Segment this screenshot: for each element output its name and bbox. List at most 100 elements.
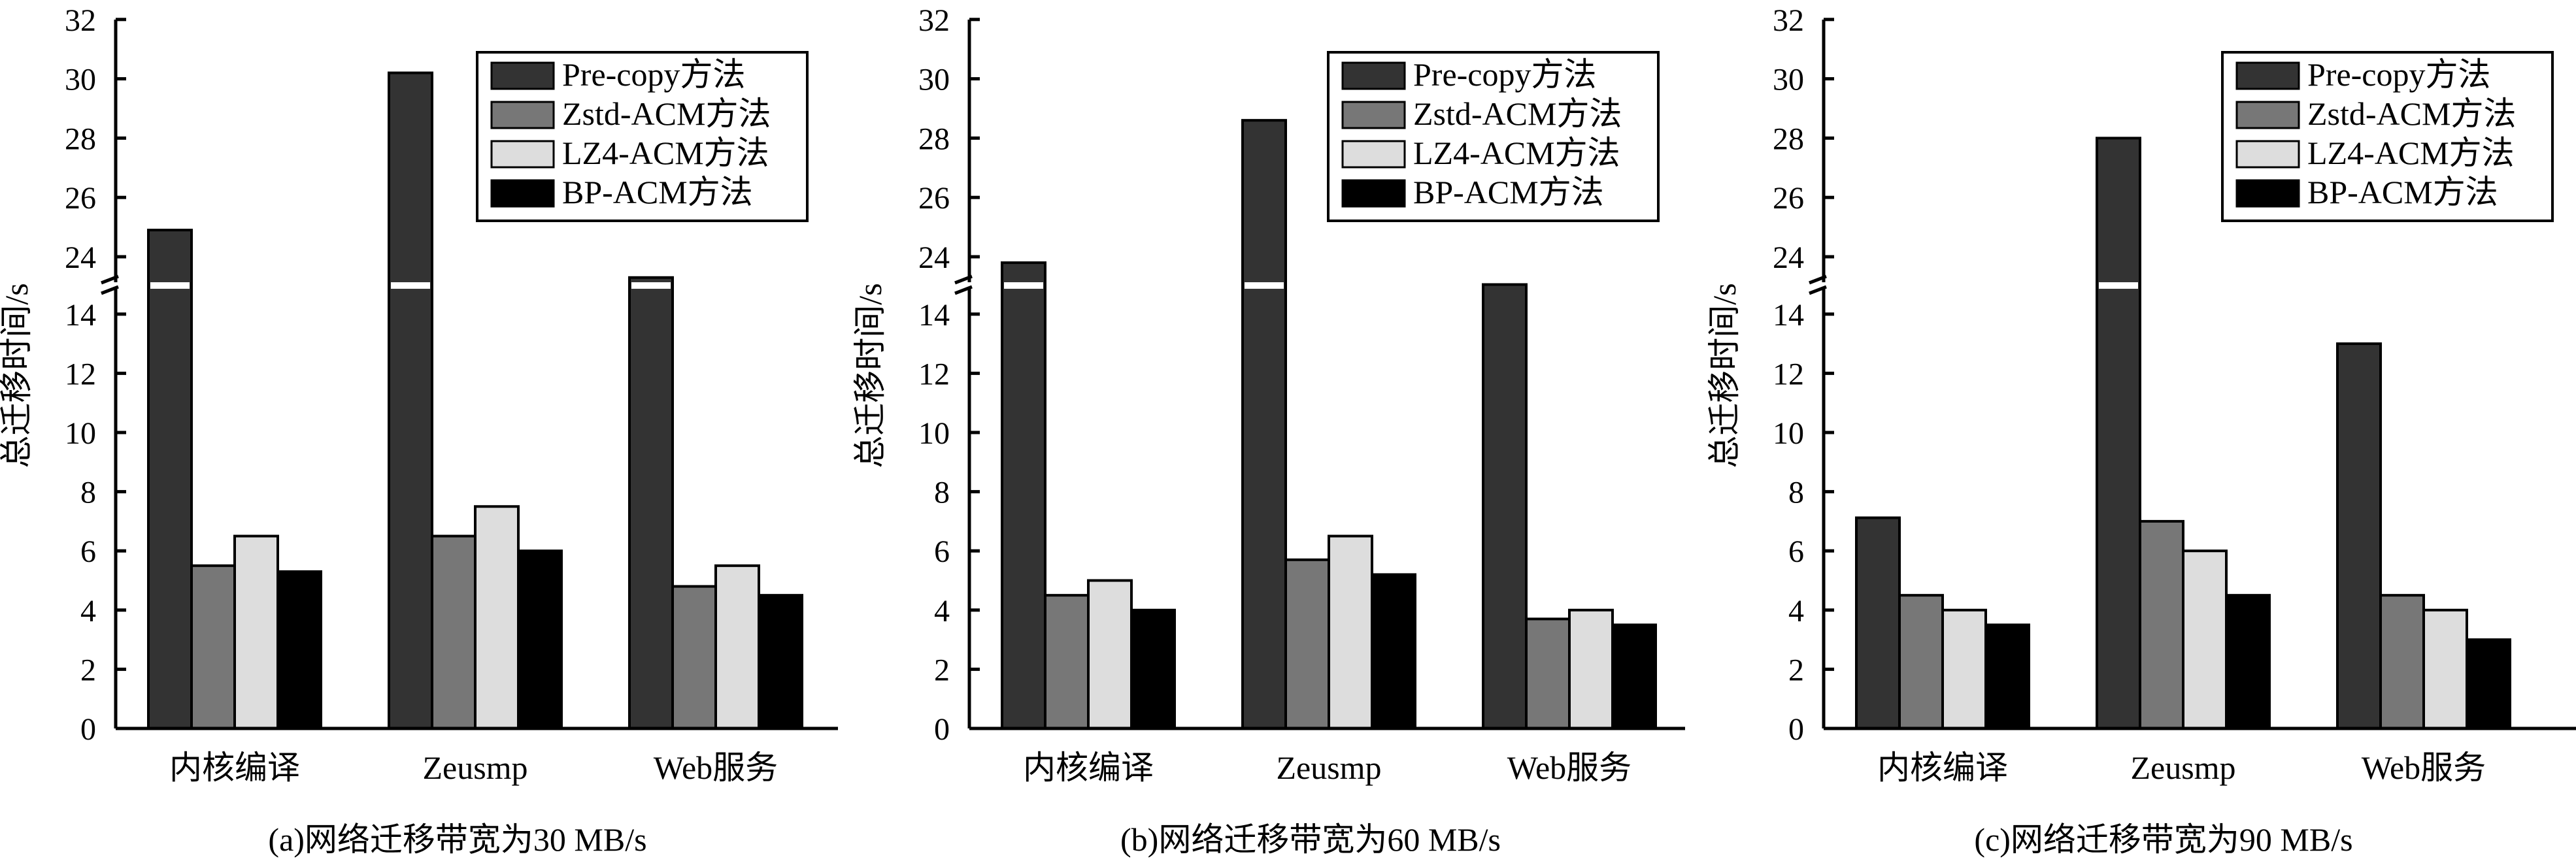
bar-4-2 bbox=[1371, 573, 1416, 730]
bar-2-3 bbox=[1525, 617, 1571, 730]
y-tick-label: 32 bbox=[65, 3, 96, 38]
y-tick-label: 28 bbox=[1773, 122, 1804, 156]
bar-3-3 bbox=[714, 564, 760, 730]
x-tick-label: Web服务 bbox=[1507, 749, 1631, 786]
legend-swatch-2 bbox=[2235, 101, 2300, 129]
bar-4-1 bbox=[1130, 608, 1176, 730]
y-tick-label: 12 bbox=[918, 357, 950, 391]
x-tick-label: Web服务 bbox=[654, 749, 778, 786]
bar-1-1 bbox=[147, 229, 193, 730]
bar-3-1 bbox=[1087, 579, 1133, 730]
y-tick-label: 26 bbox=[65, 181, 96, 216]
axis-break-mark bbox=[101, 274, 119, 295]
y-tick-label: 0 bbox=[80, 712, 96, 747]
bar-4-2 bbox=[2225, 594, 2271, 730]
y-tick-label: 4 bbox=[934, 594, 950, 628]
legend-label-2: Zstd-ACM方法 bbox=[562, 95, 771, 132]
y-tick-label: 6 bbox=[1788, 534, 1804, 569]
bar-2-2 bbox=[2139, 519, 2184, 730]
legend-swatch-4 bbox=[1341, 179, 1406, 208]
y-tick-label: 2 bbox=[934, 653, 950, 687]
bar-2-1 bbox=[1044, 594, 1090, 730]
y-tick-label: 8 bbox=[1788, 476, 1804, 510]
bar-3-1 bbox=[1941, 608, 1987, 730]
chart-panel-1: 内核编译 Zeusmp Web服务024681012142426283032总迁移时… bbox=[0, 3, 838, 858]
legend-swatch-4 bbox=[490, 179, 555, 208]
legend-swatch-1 bbox=[1341, 61, 1406, 90]
y-tick-label: 30 bbox=[1773, 63, 1804, 97]
chart-caption: (a)网络迁移带宽为30 MB/s bbox=[268, 821, 646, 858]
y-tick-label: 26 bbox=[1773, 181, 1804, 216]
bar-1-1 bbox=[1855, 516, 1901, 730]
bar-2-3 bbox=[671, 585, 717, 730]
bar-3-2 bbox=[474, 505, 520, 730]
y-tick-label: 10 bbox=[65, 416, 96, 451]
bar-4-1 bbox=[1984, 623, 2030, 730]
bar-2-2 bbox=[1284, 558, 1330, 730]
bar-4-3 bbox=[1611, 623, 1657, 730]
bar-1-3 bbox=[628, 276, 674, 730]
y-tick-label: 0 bbox=[1788, 712, 1804, 747]
y-tick-label: 30 bbox=[918, 63, 950, 97]
bar-3-3 bbox=[1568, 608, 1614, 730]
y-tick-label: 28 bbox=[918, 122, 950, 156]
y-tick-label: 10 bbox=[1773, 416, 1804, 451]
legend-swatch-3 bbox=[490, 140, 555, 169]
legend-swatch-1 bbox=[2235, 61, 2300, 90]
bar-1-1 bbox=[1001, 261, 1046, 730]
y-tick-label: 8 bbox=[80, 476, 96, 510]
bar-3-2 bbox=[1328, 534, 1373, 730]
y-tick-label: 6 bbox=[80, 534, 96, 569]
legend-swatch-4 bbox=[2235, 179, 2300, 208]
chart-panel-2: 内核编译 Zeusmp Web服务024681012142426283032总迁移时… bbox=[852, 3, 1685, 858]
x-tick-label: 内核编译 bbox=[1023, 749, 1154, 786]
chart-panel-3: 内核编译 Zeusmp Web服务024681012142426283032总迁移时… bbox=[1706, 3, 2576, 858]
legend-label-2: Zstd-ACM方法 bbox=[1413, 95, 1622, 132]
y-tick-label: 2 bbox=[1788, 653, 1804, 687]
y-tick-label: 8 bbox=[934, 476, 950, 510]
axis-break-mark bbox=[954, 274, 973, 295]
legend-swatch-2 bbox=[1341, 101, 1406, 129]
y-tick-label: 24 bbox=[918, 240, 950, 275]
legend-label-3: LZ4-ACM方法 bbox=[2307, 135, 2515, 171]
bar-4-2 bbox=[517, 549, 563, 730]
legend-label-3: LZ4-ACM方法 bbox=[562, 135, 769, 171]
legend-label-3: LZ4-ACM方法 bbox=[1413, 135, 1620, 171]
y-tick-label: 24 bbox=[1773, 240, 1804, 275]
y-tick-label: 14 bbox=[918, 298, 950, 333]
x-tick-label: Zeusmp bbox=[1276, 749, 1381, 786]
legend-swatch-3 bbox=[1341, 140, 1406, 169]
legend-label-1: Pre-copy方法 bbox=[562, 56, 746, 93]
legend-label-2: Zstd-ACM方法 bbox=[2307, 95, 2516, 132]
chart-caption: (b)网络迁移带宽为60 MB/s bbox=[1120, 821, 1501, 858]
x-tick-label: Web服务 bbox=[2362, 749, 2486, 786]
bar-1-3 bbox=[1482, 283, 1528, 730]
bar-1-3 bbox=[2336, 342, 2382, 730]
bar-4-3 bbox=[758, 594, 803, 730]
legend-swatch-2 bbox=[490, 101, 555, 129]
bar-2-2 bbox=[431, 534, 477, 730]
x-tick-label: Zeusmp bbox=[2130, 749, 2235, 786]
chart-caption: (c)网络迁移带宽为90 MB/s bbox=[1974, 821, 2352, 858]
bar-4-1 bbox=[276, 570, 322, 730]
y-tick-label: 26 bbox=[918, 181, 950, 216]
y-axis-title: 总迁移时间/s bbox=[0, 283, 35, 468]
y-tick-label: 10 bbox=[918, 416, 950, 451]
bar-3-2 bbox=[2182, 549, 2228, 730]
y-tick-label: 30 bbox=[65, 63, 96, 97]
y-tick-label: 12 bbox=[65, 357, 96, 391]
axis-break-mark bbox=[1809, 274, 1827, 295]
y-tick-label: 4 bbox=[1788, 594, 1804, 628]
legend-label-4: BP-ACM方法 bbox=[1413, 174, 1604, 210]
legend-label-4: BP-ACM方法 bbox=[562, 174, 753, 210]
bar-2-1 bbox=[1898, 594, 1944, 730]
y-tick-label: 32 bbox=[1773, 3, 1804, 38]
bar-1-2 bbox=[388, 71, 433, 730]
legend-label-1: Pre-copy方法 bbox=[1413, 56, 1597, 93]
y-tick-label: 0 bbox=[934, 712, 950, 747]
x-tick-label: Zeusmp bbox=[422, 749, 527, 786]
x-tick-label: 内核编译 bbox=[1877, 749, 2008, 786]
